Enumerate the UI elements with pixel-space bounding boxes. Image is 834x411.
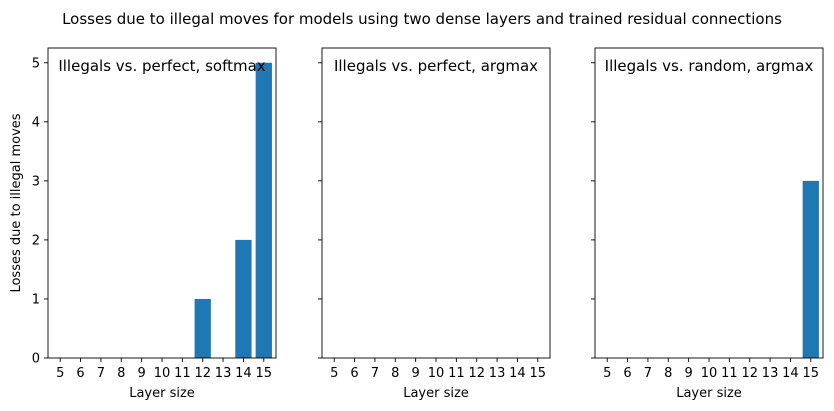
x-tick-label: 7 — [644, 366, 652, 381]
x-tick-label: 11 — [721, 366, 738, 381]
bar-15 — [255, 62, 272, 359]
x-tick-label: 5 — [330, 366, 338, 381]
x-tick-label: 8 — [391, 366, 399, 381]
subplot-title: Illegals vs. perfect, softmax — [58, 57, 265, 75]
x-tick-label: 6 — [350, 366, 358, 381]
y-tick-label: 2 — [32, 233, 40, 248]
axes-frame — [321, 47, 551, 359]
x-axis-label: Layer size — [676, 386, 742, 401]
axes-frame — [594, 47, 824, 359]
x-tick-label: 14 — [235, 366, 252, 381]
bar-12 — [194, 298, 211, 358]
x-tick-label: 13 — [762, 366, 779, 381]
subplot-title: Illegals vs. random, argmax — [605, 57, 814, 75]
y-tick-label: 3 — [32, 174, 40, 189]
x-tick-label: 13 — [489, 366, 506, 381]
x-tick-label: 8 — [664, 366, 672, 381]
x-tick-label: 5 — [603, 366, 611, 381]
x-tick-label: 15 — [256, 366, 273, 381]
y-tick-label: 1 — [32, 292, 40, 307]
x-tick-label: 14 — [782, 366, 799, 381]
x-tick-label: 13 — [215, 366, 232, 381]
x-tick-label: 9 — [685, 366, 693, 381]
x-tick-label: 11 — [448, 366, 465, 381]
x-tick-label: 7 — [371, 366, 379, 381]
x-tick-label: 5 — [56, 366, 64, 381]
x-tick-label: 9 — [412, 366, 420, 381]
x-tick-label: 7 — [97, 366, 105, 381]
bar-14 — [235, 239, 252, 358]
y-axis-label: Losses due to illegal moves — [9, 113, 24, 292]
subplot-title: Illegals vs. perfect, argmax — [334, 57, 538, 75]
x-tick-label: 12 — [741, 366, 758, 381]
x-axis-label: Layer size — [129, 386, 195, 401]
x-tick-label: 15 — [530, 366, 547, 381]
x-tick-label: 10 — [701, 366, 718, 381]
x-tick-label: 14 — [509, 366, 526, 381]
x-tick-label: 12 — [194, 366, 211, 381]
x-tick-label: 11 — [174, 366, 191, 381]
x-tick-label: 8 — [117, 366, 125, 381]
x-tick-label: 12 — [468, 366, 485, 381]
figure-suptitle: Losses due to illegal moves for models u… — [62, 10, 782, 28]
x-tick-label: 15 — [803, 366, 820, 381]
y-tick-label: 5 — [32, 56, 40, 71]
y-tick-label: 0 — [32, 352, 40, 367]
bar-15 — [802, 180, 819, 358]
x-tick-label: 10 — [428, 366, 445, 381]
y-tick-label: 4 — [32, 115, 40, 130]
x-tick-label: 10 — [154, 366, 171, 381]
x-axis-label: Layer size — [403, 386, 469, 401]
x-tick-label: 9 — [138, 366, 146, 381]
x-tick-label: 6 — [76, 366, 84, 381]
x-tick-label: 6 — [623, 366, 631, 381]
